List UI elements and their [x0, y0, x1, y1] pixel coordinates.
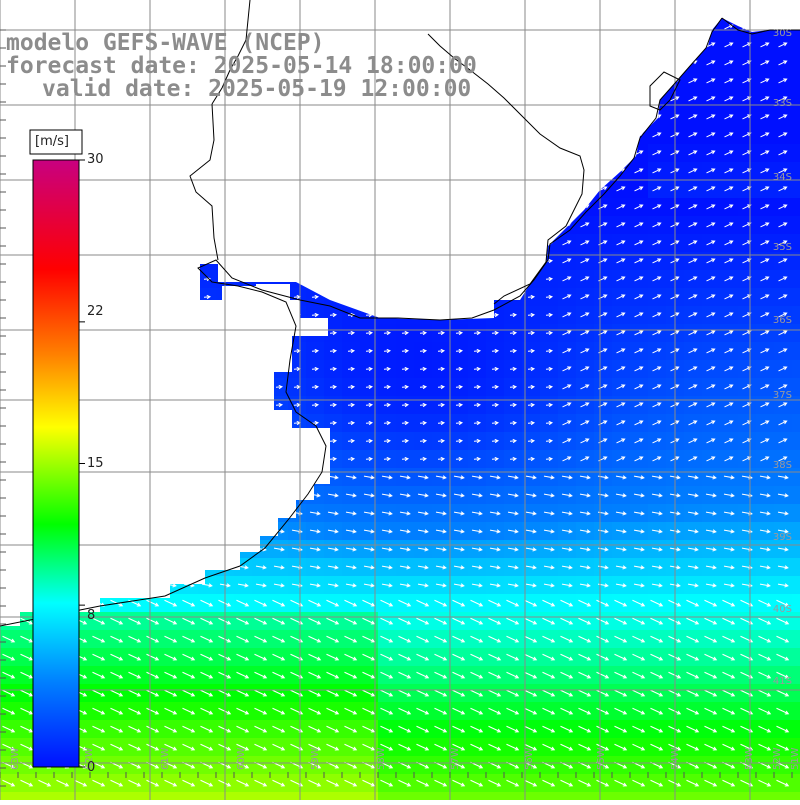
- forecast-date: forecast date: 2025-05-14 18:00:00: [6, 53, 477, 79]
- lat-label: 33S: [773, 98, 792, 109]
- colorbar: [29, 129, 85, 768]
- lagoon: [649, 71, 681, 111]
- lon-label: 56W: [524, 747, 535, 770]
- lon-label: 58W: [376, 747, 387, 770]
- colorbar-tick-label-22: 22: [87, 304, 104, 319]
- latitude-labels: 30S 33S 34S 35S 36S 37S 38S 39S 40S 41S: [773, 28, 792, 687]
- river-plate-north-shore: [427, 33, 585, 305]
- coastline-north: [721, 17, 800, 35]
- coastline-and-borders: [0, 0, 800, 627]
- uruguay-river: [189, 103, 219, 261]
- model-title: modelo GEFS-WAVE (NCEP): [6, 30, 325, 56]
- colorbar-ticks: [79, 159, 85, 768]
- lat-label: 39S: [773, 532, 792, 543]
- lat-label: 37S: [773, 390, 792, 401]
- colorbar-tick-label-30: 30: [87, 152, 104, 167]
- colorbar-unit: [m/s]: [35, 134, 69, 149]
- lon-label: 61W: [160, 747, 171, 770]
- coastline: [0, 17, 723, 627]
- lon-label: 59W: [310, 747, 321, 770]
- lat-label: 34S: [773, 172, 792, 183]
- lat-label: 36S: [773, 315, 792, 326]
- lon-label: 62W: [84, 747, 95, 770]
- lon-label: 52W: [772, 747, 783, 770]
- lon-label: 57W: [450, 747, 461, 770]
- colorbar-unit-box: [29, 129, 83, 155]
- lon-label: 63W: [10, 747, 21, 770]
- lat-label: 41S: [773, 676, 792, 687]
- lon-label: 51W: [790, 747, 800, 770]
- colorbar-tick-label-0: 0: [87, 760, 96, 775]
- lon-label: 60W: [236, 747, 247, 770]
- lon-label: 54W: [670, 747, 681, 770]
- lat-label: 38S: [773, 460, 792, 471]
- colorbar-gradient: [32, 159, 80, 768]
- lon-label: 55W: [596, 747, 607, 770]
- longitude-labels: 63W 62W 61W 60W 59W 58W 57W 56W 55W 54W 53W 52W 51W: [10, 747, 800, 770]
- lat-label: 40S: [773, 604, 792, 615]
- lat-label: 30S: [773, 28, 792, 39]
- lon-label: 53W: [744, 747, 755, 770]
- colorbar-tick-label-15: 15: [87, 456, 104, 471]
- valid-date: valid date: 2025-05-19 12:00:00: [42, 76, 472, 102]
- colorbar-tick-label-8: 8: [87, 608, 96, 623]
- border-interior: [211, 0, 251, 105]
- lat-label: 35S: [773, 242, 792, 253]
